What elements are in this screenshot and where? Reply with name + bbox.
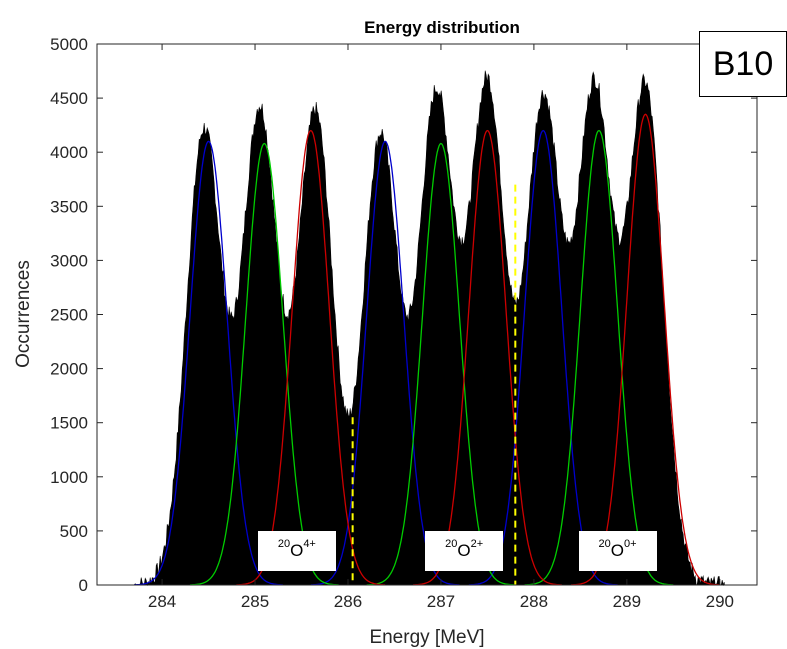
- fit-curve-2-0: [236, 129, 386, 586]
- ion-label-1: 20 O 2+: [425, 531, 504, 572]
- x-tick-label: 287: [427, 592, 455, 611]
- ion-charge: 4+: [303, 538, 316, 551]
- ion-charge: 2+: [470, 538, 484, 551]
- ion-label-2: 20 O 0+: [578, 531, 657, 572]
- ion-symbol: O: [610, 541, 625, 561]
- panel-label: B10: [699, 31, 787, 97]
- fit-curve-1-2: [524, 129, 674, 586]
- ion-symbol: O: [290, 541, 304, 561]
- x-tick-label: 284: [148, 592, 176, 611]
- fit-curve-0-2: [468, 129, 618, 586]
- ion-charge: 0+: [624, 538, 637, 551]
- chart-title: Energy distribution: [364, 18, 520, 37]
- ion-mass-number: 20: [277, 538, 291, 551]
- ion-mass-number: 20: [445, 538, 458, 551]
- x-tick-label: 289: [613, 592, 641, 611]
- y-tick-label: 2500: [50, 306, 88, 325]
- y-tick-label: 3500: [50, 197, 88, 216]
- ion-mass-number: 20: [598, 538, 611, 551]
- x-axis-ticks: 284 285 286 287 288 289 290: [148, 44, 734, 611]
- x-tick-label: 290: [706, 592, 734, 611]
- ion-label-0: 20 O 4+: [257, 531, 336, 572]
- x-tick-label: 288: [520, 592, 548, 611]
- x-tick-label: 285: [241, 592, 269, 611]
- y-tick-label: 3000: [50, 251, 88, 270]
- y-tick-label: 1500: [50, 414, 88, 433]
- divider-lines: [351, 184, 517, 585]
- fit-curve-1-0: [189, 142, 339, 586]
- fit-curve-0-0: [134, 140, 283, 586]
- fit-curve-0-1: [310, 140, 460, 586]
- y-tick-label: 4500: [50, 89, 88, 108]
- fit-curve-2-2: [571, 113, 720, 586]
- y-tick-label: 4000: [50, 143, 88, 162]
- gaussian-fits: [134, 113, 720, 586]
- ion-symbol: O: [457, 541, 471, 561]
- x-tick-label: 286: [334, 592, 362, 611]
- y-tick-label: 5000: [50, 35, 88, 54]
- y-tick-label: 500: [60, 522, 88, 541]
- y-tick-label: 2000: [50, 360, 88, 379]
- y-tick-label: 0: [79, 576, 88, 595]
- x-axis-label: Energy [MeV]: [369, 627, 484, 648]
- y-axis-label: Occurrences: [13, 260, 34, 368]
- y-tick-label: 1000: [50, 468, 88, 487]
- y-axis-ticks: 0 500 1000 1500 2000 2500 3000 3500 4000 4500 5000: [50, 35, 757, 595]
- fit-curve-2-1: [413, 129, 562, 586]
- fit-curve-1-1: [366, 142, 516, 586]
